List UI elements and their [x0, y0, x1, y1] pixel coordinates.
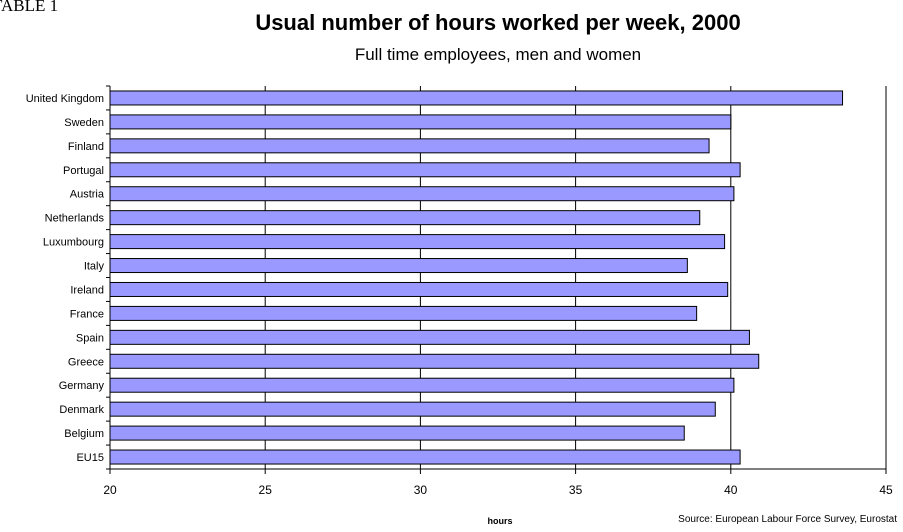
- y-tick-label-4: Austria: [70, 189, 105, 201]
- bar-9: [109, 305, 698, 321]
- y-tick-label-6: Luxumbourg: [43, 237, 104, 249]
- bar-6: [109, 234, 726, 250]
- bar-0: [109, 90, 844, 106]
- table-label: TABLE 1: [0, 0, 59, 15]
- bar-2: [109, 138, 710, 154]
- y-tick-label-5: Netherlands: [45, 213, 105, 225]
- bar-15: [109, 449, 741, 465]
- x-axis-label: hours: [487, 516, 513, 526]
- y-tick-label-11: Greece: [68, 356, 104, 368]
- source-note: Source: European Labour Force Survey, Eu…: [678, 514, 897, 525]
- bar-4: [109, 186, 735, 202]
- bar-10: [109, 329, 750, 345]
- x-tick-label-0: 20: [103, 483, 117, 497]
- bar-14: [109, 425, 685, 441]
- bar-1: [109, 114, 732, 130]
- x-tick-label-5: 45: [879, 483, 893, 497]
- y-tick-label-2: Finland: [68, 141, 104, 153]
- bar-12: [109, 377, 735, 393]
- bar-8: [109, 281, 729, 297]
- y-tick-label-9: France: [70, 308, 104, 320]
- y-tick-label-0: United Kingdom: [26, 93, 104, 105]
- y-tick-label-7: Italy: [84, 261, 105, 273]
- y-tick-label-8: Ireland: [70, 284, 104, 296]
- y-tick-label-3: Portugal: [63, 165, 104, 177]
- bar-5: [109, 210, 701, 226]
- bar-13: [109, 401, 716, 417]
- y-tick-label-13: Denmark: [59, 404, 104, 416]
- bar-11: [109, 353, 760, 369]
- chart-subtitle: Full time employees, men and women: [354, 45, 642, 64]
- bar-3: [109, 162, 741, 178]
- x-tick-label-3: 35: [569, 483, 583, 497]
- y-tick-label-12: Germany: [59, 380, 105, 392]
- chart-title: Usual number of hours worked per week, 2…: [255, 10, 741, 35]
- y-tick-label-1: Sweden: [64, 117, 104, 129]
- bar-7: [109, 258, 688, 274]
- x-tick-label-1: 25: [259, 483, 273, 497]
- y-tick-label-15: EU15: [76, 452, 104, 464]
- x-tick-label-2: 30: [414, 483, 428, 497]
- x-tick-label-4: 40: [724, 483, 738, 497]
- y-tick-label-14: Belgium: [64, 428, 104, 440]
- y-tick-label-10: Spain: [76, 332, 104, 344]
